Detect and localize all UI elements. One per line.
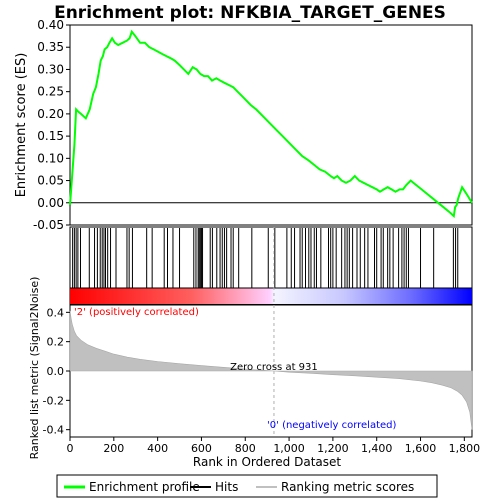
- x-axis: 0 200 400 600 800 1,000 1,200 1,400 1,600 1,800: [67, 437, 481, 455]
- legend: Enrichment profile Hits Ranking metric sco…: [56, 474, 438, 498]
- es-y-tick-label: 0.15: [37, 129, 64, 143]
- legend-entry-label: Enrichment profile: [89, 480, 200, 494]
- chart-title: Enrichment plot: NFKBIA_TARGET_GENES: [54, 3, 446, 23]
- es-y-tick-label: 0.25: [37, 85, 64, 99]
- es-y-tick-label: 0.05: [37, 174, 64, 188]
- positive-correlation-label: '2' (positively correlated): [74, 307, 199, 318]
- metric-y-tick-label: 0.2: [47, 336, 65, 349]
- es-y-tick-label: 0.35: [37, 40, 64, 54]
- es-y-tick-label: 0.30: [37, 62, 64, 76]
- es-y-tick-label: 0.10: [37, 151, 64, 165]
- x-tick-label: 1,400: [361, 442, 393, 455]
- metric-y-tick-label: 0.0: [47, 365, 65, 378]
- x-tick-label: 1,000: [273, 442, 305, 455]
- metric-panel: -0.4 -0.2 0.0 0.2 0.4 '2' (positively correla…: [43, 227, 473, 438]
- es-y-tick-label: -0.05: [33, 218, 64, 232]
- x-tick-label: 400: [147, 442, 168, 455]
- x-tick-label: 1,600: [405, 442, 437, 455]
- legend-entry-label: Ranking metric scores: [281, 480, 414, 494]
- zero-cross-label: Zero cross at 931: [230, 362, 318, 373]
- x-tick-label: 1,200: [317, 442, 349, 455]
- x-tick-label: 600: [191, 442, 212, 455]
- es-y-tick-label: 0.00: [37, 196, 64, 210]
- x-axis-label: Rank in Ordered Dataset: [193, 455, 341, 469]
- metric-y-tick-label: -0.4: [43, 424, 64, 437]
- x-tick-label: 1,800: [449, 442, 481, 455]
- x-tick-label: 0: [67, 442, 74, 455]
- es-y-tick-label: 0.40: [37, 18, 64, 32]
- ranking-metric-area: [69, 310, 473, 430]
- negative-correlation-label: '0' (negatively correlated): [267, 420, 396, 431]
- enrichment-profile-line: [69, 29, 473, 219]
- es-panel: -0.05 0.00 0.05 0.10 0.15 0.20 0.25 0.30 0.35 0.4…: [33, 18, 473, 232]
- es-y-axis-label: Enrichment score (ES): [14, 53, 29, 198]
- hits-panel: [69, 226, 473, 305]
- es-y-tick-label: 0.20: [37, 107, 64, 121]
- legend-entry-label: Hits: [215, 480, 238, 494]
- ranking-color-strip: [70, 288, 472, 304]
- metric-y-axis-label: Ranked list metric (Signal2Noise): [28, 277, 41, 460]
- x-tick-label: 200: [103, 442, 124, 455]
- legend-box: [56, 474, 438, 498]
- x-tick-label: 800: [235, 442, 256, 455]
- metric-y-tick-label: 0.4: [47, 306, 65, 319]
- metric-y-tick-label: -0.2: [43, 394, 64, 407]
